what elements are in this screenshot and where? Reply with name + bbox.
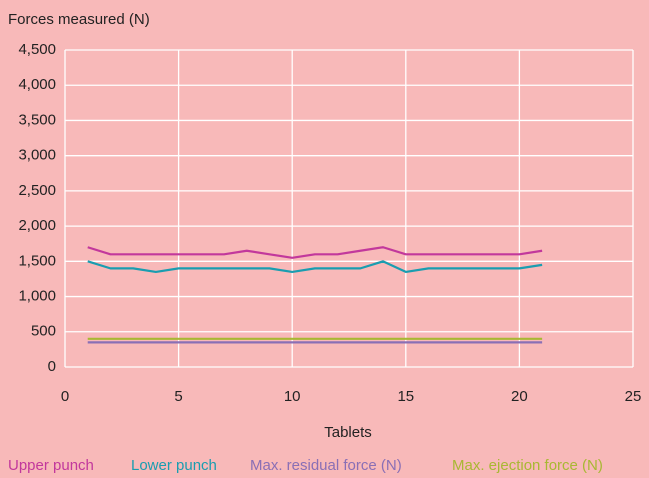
y-tick-label: 2,500 [18, 182, 56, 199]
legend-item: Upper punch [8, 457, 94, 474]
y-tick-label: 4,000 [18, 76, 56, 93]
y-tick-label: 0 [48, 358, 56, 375]
y-axis-label: Forces measured (N) [8, 11, 150, 28]
x-tick-label: 0 [61, 388, 69, 405]
legend-item: Lower punch [131, 457, 217, 474]
x-tick-label: 15 [397, 388, 414, 405]
x-axis-label: Tablets [324, 424, 372, 441]
y-tick-label: 4,500 [18, 41, 56, 58]
series-line [87, 260, 543, 273]
legend-item: Max. ejection force (N) [452, 457, 603, 474]
y-tick-label: 3,500 [18, 111, 56, 128]
y-tick-label: 1,000 [18, 288, 56, 305]
x-tick-label: 25 [625, 388, 642, 405]
x-tick-label: 5 [174, 388, 182, 405]
y-tick-label: 1,500 [18, 252, 56, 269]
y-tick-label: 3,000 [18, 147, 56, 164]
x-tick-label: 20 [511, 388, 528, 405]
series-line [87, 246, 543, 259]
legend-item: Max. residual force (N) [250, 457, 402, 474]
y-tick-label: 2,000 [18, 217, 56, 234]
y-tick-label: 500 [31, 323, 56, 340]
x-tick-label: 10 [284, 388, 301, 405]
